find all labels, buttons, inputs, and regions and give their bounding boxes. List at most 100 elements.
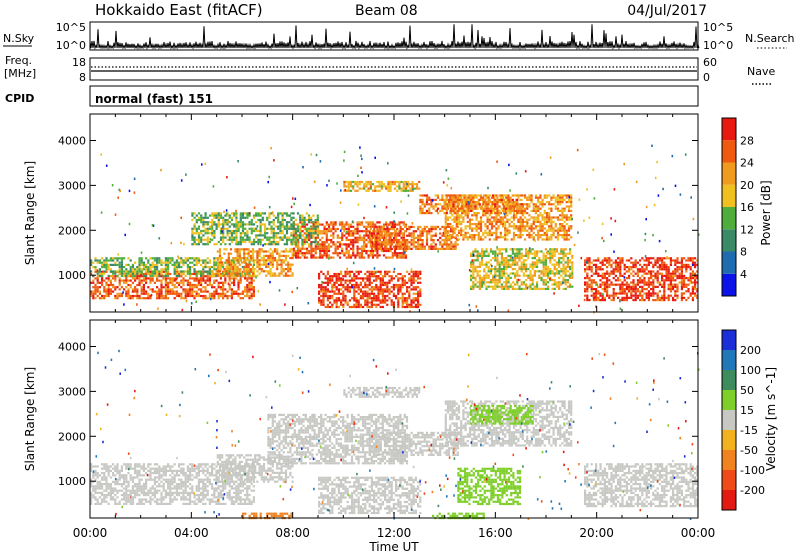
heatmap-cell <box>265 265 268 268</box>
heatmap-cell <box>240 274 244 277</box>
heatmap-cell <box>645 268 648 271</box>
heatmap-cell <box>280 272 283 275</box>
heatmap-cell <box>377 303 380 306</box>
heatmap-cell <box>142 288 145 291</box>
heatmap-cell <box>432 241 435 244</box>
heatmap-cell <box>167 259 170 262</box>
heatmap-cell <box>528 205 531 208</box>
heatmap-cell <box>364 290 367 293</box>
heatmap-cell <box>687 288 690 291</box>
heatmap-cell <box>140 297 143 300</box>
heatmap-cell <box>432 247 435 250</box>
heatmap-cell <box>531 279 534 282</box>
heatmap-cell <box>173 292 176 295</box>
heatmap-cell <box>145 268 148 271</box>
heatmap-cell <box>389 256 392 259</box>
heatmap-cell <box>639 281 642 284</box>
heatmap-cell <box>603 281 606 284</box>
heatmap-cell <box>360 245 364 248</box>
heatmap-cell <box>476 257 479 260</box>
heatmap-cell <box>388 247 391 250</box>
heatmap-cell <box>455 238 458 241</box>
heatmap-cell <box>331 286 334 289</box>
heatmap-cell <box>550 234 553 237</box>
heatmap-cell <box>118 292 121 295</box>
heatmap-cell <box>228 279 231 282</box>
heatmap-cell <box>351 305 354 309</box>
heatmap-cell <box>667 274 670 277</box>
heatmap-cell <box>349 230 353 233</box>
heatmap-cell <box>90 290 93 293</box>
heatmap-cell <box>326 305 329 309</box>
heatmap-cell <box>643 299 646 302</box>
heatmap-cell <box>498 212 501 215</box>
heatmap-cell <box>211 294 214 298</box>
heatmap-cell <box>685 259 688 262</box>
heatmap-cell <box>105 261 108 264</box>
heatmap-cell <box>595 283 598 286</box>
heatmap-cell <box>391 256 394 259</box>
heatmap-cell <box>344 299 347 302</box>
heatmap-cell <box>377 290 380 293</box>
heatmap-cell <box>526 203 529 206</box>
heatmap-cell <box>478 270 481 273</box>
heatmap-cell <box>530 223 533 226</box>
heatmap-cell <box>375 294 378 298</box>
heatmap-cell <box>248 277 251 280</box>
heatmap-cell <box>612 294 615 297</box>
heatmap-cell <box>478 198 481 201</box>
heatmap-cell <box>540 261 543 264</box>
heatmap-cell <box>374 225 377 228</box>
heatmap-cell <box>330 234 333 237</box>
heatmap-cell <box>417 245 420 248</box>
heatmap-cell <box>558 270 561 273</box>
heatmap-cell <box>244 294 247 298</box>
heatmap-cell <box>542 254 545 257</box>
heatmap-cell <box>184 292 187 295</box>
heatmap-cell <box>213 274 216 277</box>
heatmap-cell <box>276 252 279 255</box>
heatmap-cell <box>590 261 593 264</box>
heatmap-cell <box>410 281 413 284</box>
heatmap-cell <box>517 194 520 197</box>
heatmap-cell <box>466 214 469 217</box>
heatmap-cell <box>326 299 329 302</box>
heatmap-cell <box>550 220 553 223</box>
heatmap-cell <box>98 286 101 289</box>
heatmap-cell <box>421 194 424 197</box>
heatmap-cell <box>674 285 677 288</box>
heatmap-cell <box>318 290 321 293</box>
heatmap-cell <box>342 305 345 309</box>
heatmap-cell <box>204 238 207 241</box>
heatmap-cell <box>667 272 670 275</box>
heatmap-cell <box>360 221 364 224</box>
heatmap-cell <box>691 270 694 273</box>
heatmap-cell <box>373 241 376 244</box>
heatmap-cell <box>486 231 489 234</box>
heatmap-cell <box>505 194 508 197</box>
heatmap-cell <box>193 212 196 215</box>
heatmap-cell <box>597 296 600 299</box>
heatmap-cell <box>570 227 573 230</box>
heatmap-cell <box>243 261 246 264</box>
heatmap-cell <box>674 274 677 277</box>
heatmap-cell <box>318 272 321 276</box>
heatmap-cell <box>518 250 521 253</box>
heatmap-cell <box>650 274 653 277</box>
heatmap-cell <box>200 238 203 241</box>
heatmap-cell <box>475 203 478 206</box>
heatmap-cell <box>636 272 639 275</box>
heatmap-cell <box>195 259 198 262</box>
heatmap-cell <box>555 281 558 284</box>
heatmap-cell <box>606 272 609 275</box>
heatmap-cell <box>369 223 372 226</box>
heatmap-cell <box>202 290 205 293</box>
heatmap-cell <box>517 234 520 237</box>
heatmap-cell <box>239 272 242 275</box>
heatmap-cell <box>380 241 383 244</box>
heatmap-cell <box>258 248 261 251</box>
heatmap-cell <box>441 243 444 246</box>
heatmap-cell <box>436 225 440 228</box>
heatmap-cell <box>680 279 683 282</box>
heatmap-cell <box>345 221 348 224</box>
